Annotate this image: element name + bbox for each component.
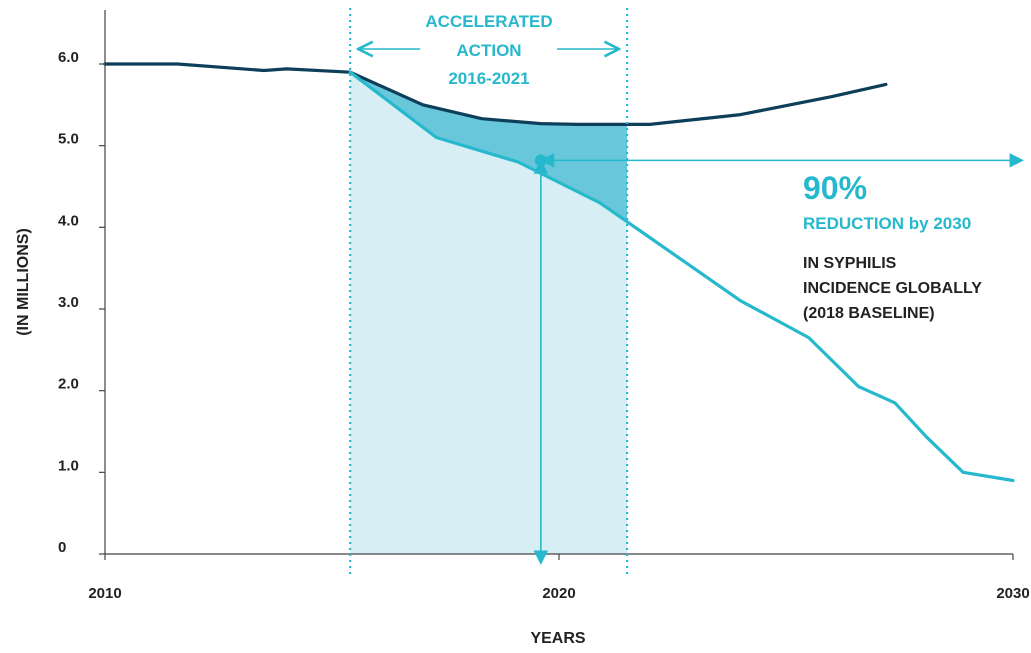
band-label-line-3: 2016-2021	[448, 69, 529, 88]
reduction-marker-dot	[534, 154, 547, 167]
band-label-line-2: ACTION	[456, 41, 521, 60]
x-axis-title: YEARS	[530, 630, 585, 647]
reduction-label: REDUCTION by 2030	[803, 214, 971, 233]
series-line-target-trend	[348, 70, 1015, 483]
y-tick-label: 6.0	[58, 49, 79, 66]
x-tick-label: 2010	[88, 585, 121, 602]
y-tick-label: 3.0	[58, 294, 79, 311]
shaded-region-layer	[350, 72, 628, 554]
y-tick-label: 5.0	[58, 131, 79, 148]
note-line-2: INCIDENCE GLOBALLY	[803, 280, 982, 297]
x-tick-label: 2020	[542, 585, 575, 602]
accelerated-action-light-region	[350, 72, 628, 554]
series-lines-layer	[103, 62, 1015, 483]
note-line-1: IN SYPHILIS	[803, 255, 897, 272]
note-line-3: (2018 BASELINE)	[803, 305, 935, 322]
reduction-gap-region	[350, 72, 628, 222]
axis-ticks-layer: 0 1.0 2.0 3.0 4.0 5.0 6.0 2010 2020 2030	[58, 49, 1030, 602]
y-axis-title: (IN MILLIONS)	[15, 228, 32, 336]
band-label-line-1: ACCELERATED	[425, 12, 552, 31]
x-tick-label: 2030	[996, 585, 1029, 602]
reduction-percentage: 90%	[803, 170, 867, 206]
y-tick-label: 1.0	[58, 457, 79, 474]
y-tick-label: 2.0	[58, 376, 79, 393]
series-line-current-trend	[103, 62, 888, 126]
y-tick-label: 4.0	[58, 212, 79, 229]
y-tick-label: 0	[58, 539, 66, 556]
